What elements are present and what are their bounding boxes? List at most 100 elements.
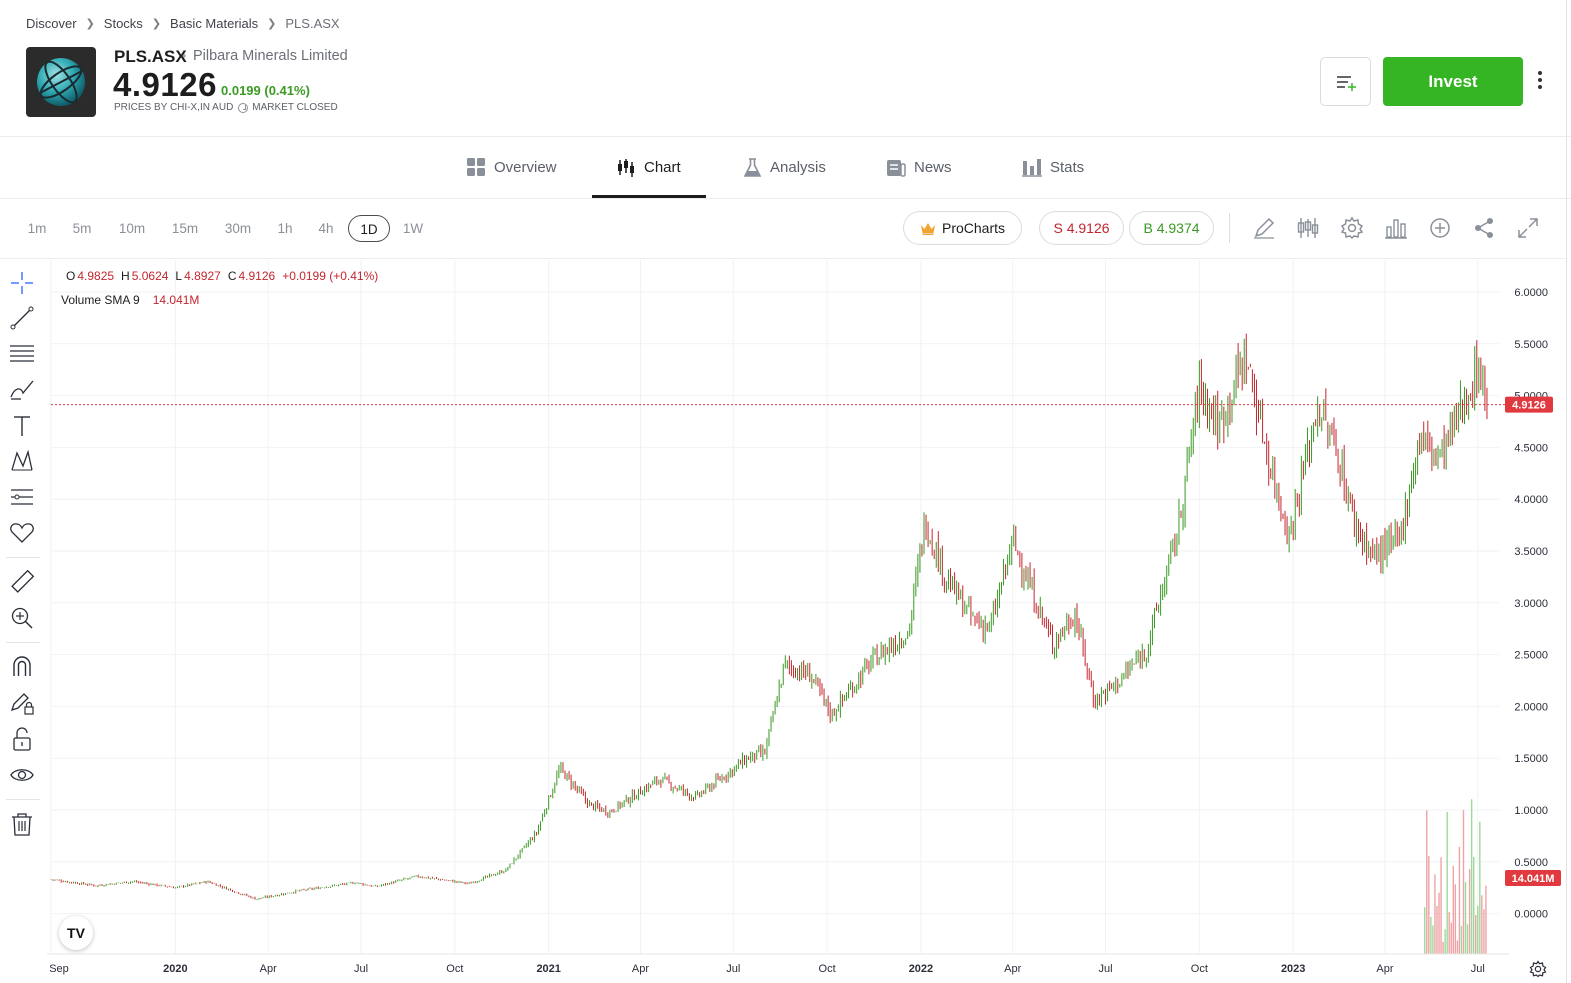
- page-right-border: [1566, 0, 1567, 983]
- breadcrumb-current: PLS.ASX: [285, 15, 340, 31]
- price-axis-label: 3.0000: [1514, 598, 1548, 610]
- company-name: Pilbara Minerals Limited: [193, 48, 348, 64]
- high-label: H: [121, 269, 130, 283]
- trash-icon[interactable]: [9, 811, 35, 837]
- price-axis-label: 2.5000: [1514, 650, 1548, 662]
- add-circle-icon[interactable]: [1428, 216, 1452, 240]
- timeframe-1d[interactable]: 1D: [348, 215, 390, 242]
- price-source: PRICES BY CHI-X,IN AUD: [114, 102, 234, 113]
- time-axis-label: Jul: [1471, 963, 1485, 975]
- tab-analysis[interactable]: Analysis: [743, 137, 826, 198]
- eye-icon[interactable]: [9, 762, 35, 788]
- instrument-header: PLS.ASX • Pilbara Minerals Limited 4.912…: [0, 40, 1571, 137]
- buy-price-button[interactable]: B 4.9374: [1129, 211, 1214, 245]
- timeframe-30m[interactable]: 30m: [224, 221, 252, 236]
- text-tool-icon[interactable]: [9, 413, 35, 439]
- breadcrumb-basic-materials[interactable]: Basic Materials: [170, 15, 259, 31]
- market-status: MARKET CLOSED: [252, 102, 338, 113]
- heart-icon[interactable]: [9, 520, 35, 546]
- zoom-in-icon[interactable]: [9, 605, 35, 631]
- volume-legend: Volume SMA 9 14.041M: [61, 293, 199, 307]
- timeframe-10m[interactable]: 10m: [118, 221, 146, 236]
- chart-type-icon[interactable]: [1384, 216, 1408, 240]
- tab-news[interactable]: News: [886, 137, 952, 198]
- tab-stats[interactable]: Stats: [1022, 137, 1084, 198]
- candles-icon: [618, 158, 634, 177]
- fullscreen-icon[interactable]: [1516, 216, 1540, 240]
- close-value: 4.9126: [238, 269, 276, 283]
- price-axis-label: 1.0000: [1514, 805, 1548, 817]
- brush-icon[interactable]: [9, 377, 35, 403]
- price-meta: PRICES BY CHI-X,IN AUD MARKET CLOSED: [114, 102, 338, 113]
- price-chart[interactable]: 6.00005.50005.00004.50004.00003.50003.00…: [47, 260, 1566, 983]
- chart-grid: [50, 260, 1499, 954]
- procharts-button[interactable]: ProCharts: [903, 211, 1022, 245]
- separator-dot: •: [182, 49, 187, 63]
- breadcrumb-discover[interactable]: Discover: [26, 15, 77, 31]
- time-axis-label: 2022: [909, 963, 933, 975]
- add-to-watchlist-button[interactable]: [1320, 57, 1371, 106]
- share-icon[interactable]: [1472, 216, 1496, 240]
- low-label: L: [175, 269, 183, 283]
- bar-chart-icon: [1022, 159, 1042, 177]
- trend-line-icon[interactable]: [9, 305, 35, 331]
- pencil-icon[interactable]: [1252, 216, 1276, 240]
- fib-retracement-icon[interactable]: [9, 341, 35, 367]
- close-label: C: [227, 269, 237, 283]
- flask-icon: [743, 157, 762, 177]
- timeframe-5m[interactable]: 5m: [72, 221, 92, 236]
- breadcrumb: Discover ❯ Stocks ❯ Basic Materials ❯ PL…: [26, 14, 340, 32]
- magnet-icon[interactable]: [9, 654, 35, 680]
- chevron-right-icon: ❯: [267, 17, 277, 30]
- procharts-label: ProCharts: [941, 220, 1006, 236]
- time-axis-label: Oct: [1191, 963, 1208, 975]
- prediction-icon[interactable]: [9, 484, 35, 510]
- time-axis-label: 2020: [163, 963, 187, 975]
- current-price: 4.9126: [113, 66, 217, 103]
- unlock-icon[interactable]: [9, 726, 35, 752]
- last-price-label: 4.9126: [1512, 400, 1546, 412]
- crosshair-icon[interactable]: [9, 270, 35, 296]
- price-axis-label: 4.5000: [1514, 442, 1548, 454]
- pattern-icon[interactable]: [9, 448, 35, 474]
- timeframe-4h[interactable]: 4h: [318, 221, 334, 236]
- volume-indicator-value: 14.041M: [152, 293, 200, 307]
- price-axis: 6.00005.50005.00004.50004.00003.50003.00…: [1505, 287, 1561, 921]
- low-value: 4.8927: [184, 269, 221, 283]
- time-axis: Sep 2020 Apr Jul Oct 2021 Apr Jul Oct 2022 Apr Jul O…: [47, 953, 1509, 975]
- chevron-right-icon: ❯: [151, 17, 162, 30]
- toolbar-divider: [1229, 213, 1230, 243]
- open-value: 4.9825: [77, 269, 115, 283]
- drawing-toolbar-divider: [6, 799, 40, 800]
- grid-icon: [467, 158, 485, 176]
- time-axis-label: Sep: [49, 963, 69, 975]
- gear-icon[interactable]: [1529, 960, 1547, 978]
- tab-chart[interactable]: Chart: [616, 137, 681, 198]
- tab-overview[interactable]: Overview: [467, 137, 557, 198]
- ruler-icon[interactable]: [9, 569, 35, 595]
- price-axis-label: 3.5000: [1514, 546, 1548, 558]
- time-axis-label: 2023: [1281, 963, 1305, 975]
- price-change: 0.0199 (0.41%): [221, 83, 310, 98]
- drawing-toolbar: [0, 260, 46, 955]
- time-axis-label: Oct: [819, 963, 836, 975]
- indicators-icon[interactable]: [1296, 216, 1320, 240]
- company-logo: [26, 47, 96, 117]
- price-axis-label: 0.5000: [1514, 857, 1548, 869]
- lock-drawings-icon[interactable]: [9, 690, 35, 716]
- timeframe-1h[interactable]: 1h: [277, 221, 293, 236]
- price-axis-label: 1.5000: [1514, 753, 1548, 765]
- active-tab-indicator: [592, 195, 706, 198]
- tradingview-logo[interactable]: TV: [59, 916, 93, 950]
- time-axis-label: 2021: [536, 963, 560, 975]
- invest-button[interactable]: Invest: [1383, 57, 1523, 106]
- breadcrumb-stocks[interactable]: Stocks: [103, 15, 143, 31]
- timeframe-15m[interactable]: 15m: [171, 221, 199, 236]
- more-options-icon[interactable]: [1532, 68, 1548, 96]
- time-axis-label: Oct: [446, 963, 463, 975]
- sell-price-button[interactable]: S 4.9126: [1039, 211, 1124, 245]
- timeframe-1w[interactable]: 1W: [402, 221, 424, 236]
- timeframe-1m[interactable]: 1m: [27, 221, 47, 236]
- chevron-right-icon: ❯: [85, 17, 95, 30]
- gear-icon[interactable]: [1340, 216, 1364, 240]
